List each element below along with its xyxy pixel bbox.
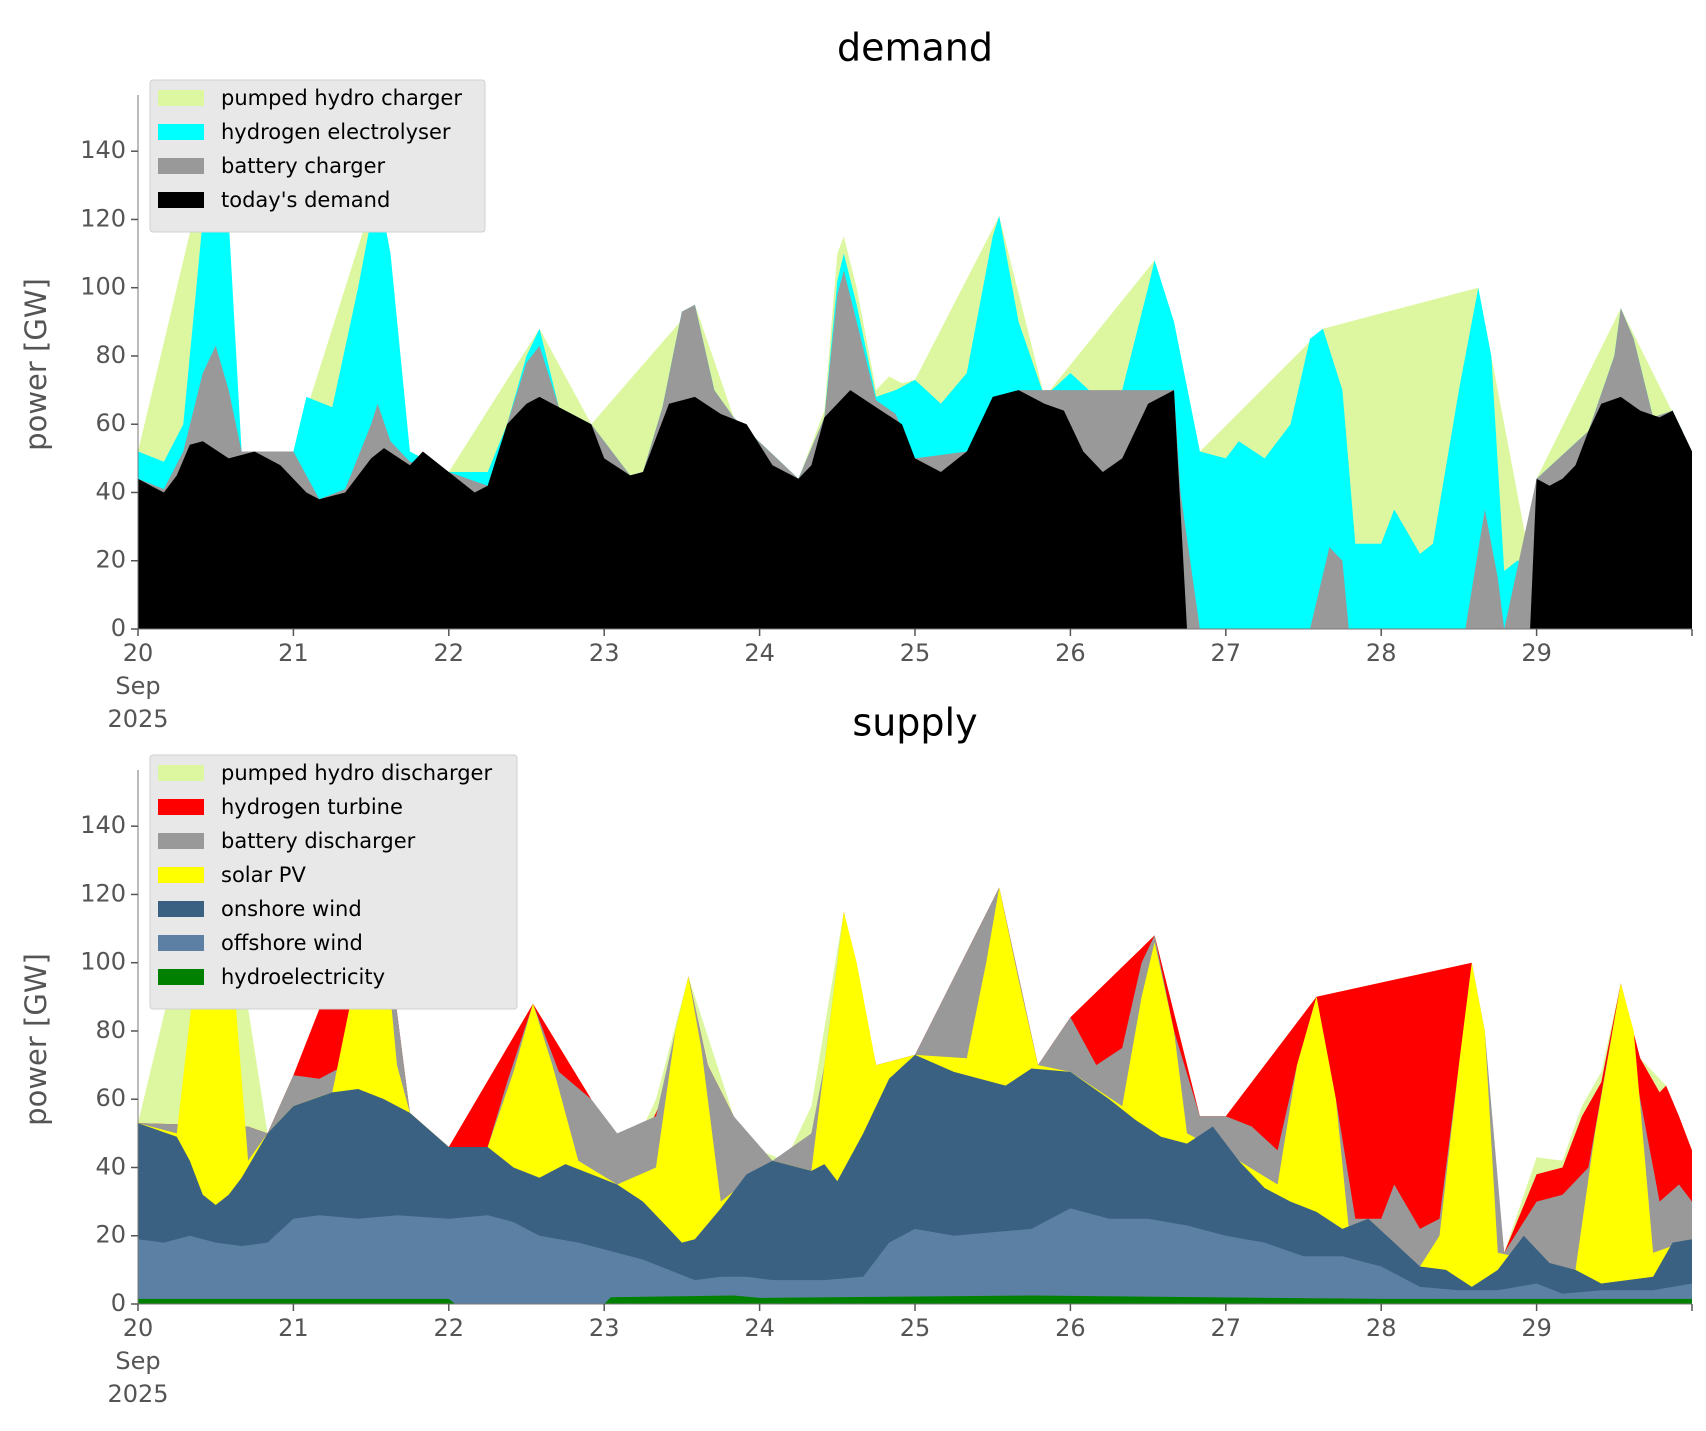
y-tick-label: 100 — [80, 273, 126, 301]
x-tick-label: 29 — [1521, 639, 1552, 667]
y-tick-label: 20 — [95, 1221, 126, 1249]
legend-swatch-today-s-demand — [158, 192, 204, 208]
x-tick-label: 28 — [1366, 639, 1397, 667]
y-tick-label: 60 — [95, 1084, 126, 1112]
x-tick-label: Sep — [115, 672, 160, 700]
legend: pumped hydro discharger hydrogen turbine b… — [149, 754, 518, 1010]
y-tick-label: 140 — [80, 811, 126, 839]
x-tick-label: 20 — [123, 639, 154, 667]
y-tick-label: 140 — [80, 136, 126, 164]
x-tick-label: 26 — [1055, 1314, 1086, 1342]
x-tick-label: 28 — [1366, 1314, 1397, 1342]
legend-label-hydrogen-turbine: hydrogen turbine — [221, 795, 403, 819]
x-tick-label: 20 — [123, 1314, 154, 1342]
legend-swatch-battery-discharger — [158, 833, 204, 849]
x-tick-label: 21 — [278, 1314, 309, 1342]
legend-swatch-pumped-hydro-discharger — [158, 765, 204, 781]
legend-label-hydroelectricity: hydroelectricity — [221, 965, 385, 989]
y-tick-label: 80 — [95, 341, 126, 369]
legend-swatch-solar-pv — [158, 867, 204, 883]
x-tick-label: Sep — [115, 1347, 160, 1375]
legend-swatch-hydrogen-electrolyser — [158, 124, 204, 140]
x-tick-label: 21 — [278, 639, 309, 667]
plot-area — [138, 123, 1692, 630]
legend-swatch-hydroelectricity — [158, 969, 204, 985]
x-tick-label: 27 — [1211, 1314, 1242, 1342]
legend-swatch-battery-charger — [158, 158, 204, 174]
legend-box — [149, 79, 486, 233]
plot-area — [138, 798, 1692, 1304]
y-tick-label: 0 — [111, 1289, 126, 1317]
legend-swatch-offshore-wind — [158, 935, 204, 951]
y-axis-label: power [GW] — [19, 953, 53, 1126]
y-tick-label: 100 — [80, 948, 126, 976]
legend-label-offshore-wind: offshore wind — [221, 931, 363, 955]
legend-label-pumped-hydro-discharger: pumped hydro discharger — [221, 761, 492, 785]
legend-label-battery-charger: battery charger — [221, 154, 386, 178]
series-area-today-s-demand — [138, 390, 1692, 629]
x-tick-label: 22 — [434, 639, 465, 667]
x-tick-label: 23 — [589, 1314, 620, 1342]
x-tick-label: 26 — [1055, 639, 1086, 667]
legend-label-hydrogen-electrolyser: hydrogen electrolyser — [221, 120, 451, 144]
y-tick-label: 120 — [80, 879, 126, 907]
legend: pumped hydro charger hydrogen electrolyse… — [149, 79, 486, 233]
x-tick-label: 29 — [1521, 1314, 1552, 1342]
series-area-offshore-wind — [138, 1208, 1692, 1304]
y-tick-label: 20 — [95, 546, 126, 574]
x-tick-label: 27 — [1211, 639, 1242, 667]
x-tick-label: 22 — [434, 1314, 465, 1342]
x-tick-label: 25 — [900, 639, 931, 667]
x-tick-label: 23 — [589, 639, 620, 667]
legend-label-onshore-wind: onshore wind — [221, 897, 362, 921]
x-tick-label: 24 — [744, 1314, 775, 1342]
x-tick-label: 2025 — [107, 705, 168, 733]
y-tick-label: 60 — [95, 409, 126, 437]
y-tick-label: 0 — [111, 614, 126, 642]
legend-label-solar-pv: solar PV — [221, 863, 306, 887]
legend-label-today-s-demand: today's demand — [221, 188, 390, 212]
x-tick-label: 24 — [744, 639, 775, 667]
legend-swatch-onshore-wind — [158, 901, 204, 917]
legend-label-battery-discharger: battery discharger — [221, 829, 416, 853]
y-tick-label: 40 — [95, 477, 126, 505]
legend-box — [149, 754, 518, 1010]
y-tick-label: 80 — [95, 1016, 126, 1044]
y-axis-label: power [GW] — [19, 278, 53, 451]
legend-label-pumped-hydro-charger: pumped hydro charger — [221, 86, 462, 110]
legend-swatch-pumped-hydro-charger — [158, 90, 204, 106]
y-tick-label: 120 — [80, 204, 126, 232]
legend-swatch-hydrogen-turbine — [158, 799, 204, 815]
y-tick-label: 40 — [95, 1152, 126, 1180]
x-tick-label: 25 — [900, 1314, 931, 1342]
x-tick-label: 2025 — [107, 1380, 168, 1408]
series-area-hydroelectricity — [138, 1295, 1692, 1304]
chart-title-supply: supply — [852, 701, 977, 745]
chart-title-demand: demand — [837, 26, 993, 70]
